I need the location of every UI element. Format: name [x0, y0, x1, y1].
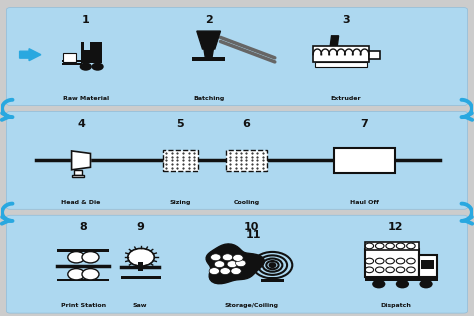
Bar — [365, 249, 419, 277]
Circle shape — [80, 63, 92, 71]
Text: 1: 1 — [82, 15, 90, 25]
Text: Batching: Batching — [193, 96, 224, 101]
Text: Dispatch: Dispatch — [380, 303, 411, 308]
FancyBboxPatch shape — [6, 112, 468, 209]
Circle shape — [210, 254, 221, 261]
Bar — [315, 62, 367, 67]
Text: 12: 12 — [388, 222, 403, 233]
Polygon shape — [330, 36, 338, 47]
Text: Saw: Saw — [133, 303, 147, 308]
FancyBboxPatch shape — [6, 215, 468, 313]
Polygon shape — [204, 49, 213, 58]
Circle shape — [128, 248, 155, 266]
Circle shape — [82, 252, 99, 263]
Circle shape — [209, 268, 219, 275]
Bar — [365, 277, 438, 281]
Bar — [369, 51, 380, 59]
Bar — [74, 170, 82, 175]
Bar — [269, 277, 276, 281]
Circle shape — [396, 280, 409, 289]
Text: 2: 2 — [205, 15, 212, 25]
Bar — [138, 262, 143, 271]
Circle shape — [231, 268, 241, 275]
Text: Head & Die: Head & Die — [61, 199, 101, 204]
Text: 10: 10 — [244, 222, 259, 233]
Polygon shape — [72, 151, 91, 170]
Bar — [62, 60, 82, 62]
Text: Sizing: Sizing — [170, 199, 191, 204]
Bar — [91, 42, 102, 50]
Text: 9: 9 — [136, 222, 144, 233]
Text: Raw Material: Raw Material — [63, 96, 109, 101]
Bar — [81, 42, 84, 63]
Circle shape — [419, 280, 433, 289]
Circle shape — [91, 63, 104, 71]
Text: 7: 7 — [361, 119, 368, 129]
Bar — [63, 53, 76, 62]
Bar — [57, 279, 109, 282]
Bar — [121, 276, 161, 279]
Text: 6: 6 — [243, 119, 250, 129]
Bar — [163, 150, 198, 171]
Circle shape — [220, 268, 230, 275]
Text: Storage/Coiling: Storage/Coiling — [224, 303, 278, 308]
Bar — [57, 249, 109, 252]
Circle shape — [270, 263, 275, 267]
Text: 4: 4 — [77, 119, 85, 129]
Bar — [419, 255, 437, 277]
Polygon shape — [197, 31, 220, 49]
FancyBboxPatch shape — [6, 8, 468, 106]
Circle shape — [68, 252, 85, 263]
Circle shape — [82, 269, 99, 280]
Circle shape — [222, 254, 233, 261]
Circle shape — [236, 260, 246, 267]
Text: 3: 3 — [342, 15, 349, 25]
Bar — [227, 150, 266, 171]
Circle shape — [214, 261, 225, 268]
Text: 8: 8 — [80, 222, 87, 233]
Bar — [365, 242, 419, 250]
Bar — [192, 57, 225, 61]
Polygon shape — [19, 49, 41, 61]
Circle shape — [227, 261, 237, 268]
Text: Print Station: Print Station — [61, 303, 106, 308]
Polygon shape — [206, 244, 264, 284]
Text: Extruder: Extruder — [330, 96, 361, 101]
Bar — [261, 279, 284, 283]
Circle shape — [372, 280, 385, 289]
Text: Haul Off: Haul Off — [350, 199, 379, 204]
Bar — [421, 260, 434, 269]
Circle shape — [233, 254, 243, 261]
Bar — [62, 64, 82, 65]
Bar — [72, 174, 84, 177]
Text: 5: 5 — [176, 119, 184, 129]
Text: 11: 11 — [246, 230, 261, 240]
Text: Cooling: Cooling — [233, 199, 259, 204]
Circle shape — [68, 269, 85, 280]
Bar — [81, 50, 102, 63]
Bar — [313, 46, 369, 62]
Bar — [334, 148, 395, 173]
